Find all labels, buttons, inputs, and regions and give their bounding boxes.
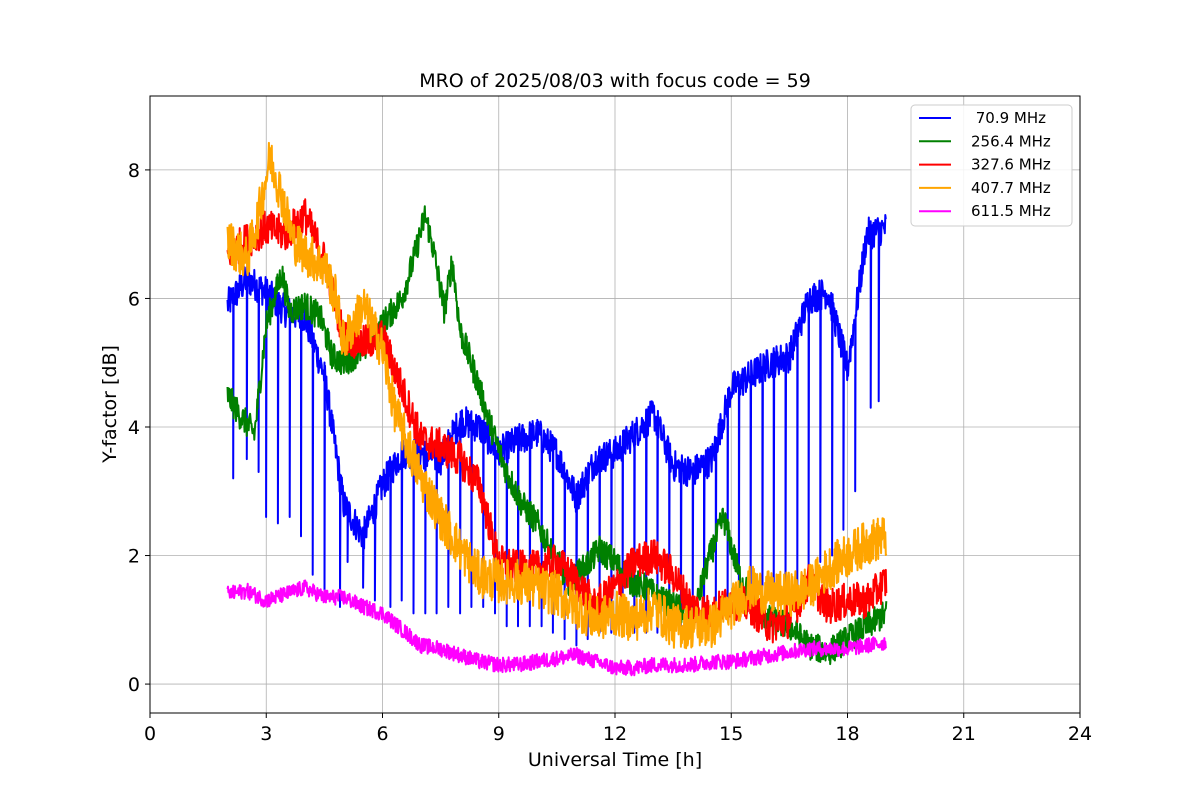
legend-entry: 327.6 MHz [971, 156, 1051, 174]
legend-entry: 70.9 MHz [971, 109, 1046, 127]
y-tick-label: 6 [128, 288, 140, 310]
x-tick-label: 6 [376, 723, 388, 745]
x-axis-ticks: 0 3 6 9 12 15 18 21 24 [144, 713, 1092, 745]
x-tick-label: 15 [719, 723, 743, 745]
x-axis-label: Universal Time [h] [528, 749, 702, 771]
y-tick-label: 4 [128, 417, 140, 439]
legend: 70.9 MHz 256.4 MHz 327.6 MHz 407.7 MHz 611.5… [910, 104, 1073, 227]
series-line-3 [226, 141, 888, 650]
x-tick-label: 12 [603, 723, 627, 745]
y-tick-label: 8 [128, 160, 140, 182]
legend-entry: 256.4 MHz [971, 132, 1051, 150]
legend-entry: 611.5 MHz [971, 202, 1051, 220]
x-tick-label: 21 [952, 723, 976, 745]
series-line-4 [226, 579, 888, 677]
y-tick-label: 0 [128, 674, 140, 696]
x-tick-label: 9 [493, 723, 505, 745]
legend-entry: 407.7 MHz [971, 179, 1051, 197]
y-axis-ticks: 0 2 4 6 8 [128, 160, 150, 696]
legend-box [910, 104, 1073, 227]
x-tick-label: 24 [1068, 723, 1092, 745]
x-tick-label: 0 [144, 723, 156, 745]
x-tick-label: 3 [260, 723, 272, 745]
y-axis-label: Y-factor [dB] [99, 345, 121, 464]
chart-title: MRO of 2025/08/03 with focus code = 59 [419, 70, 811, 92]
series-line-0 [226, 214, 887, 647]
series-layer [226, 141, 888, 677]
y-tick-label: 2 [128, 546, 140, 568]
x-tick-label: 18 [835, 723, 859, 745]
